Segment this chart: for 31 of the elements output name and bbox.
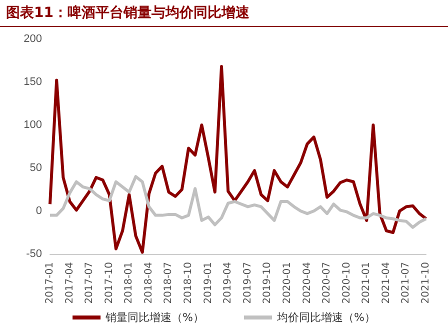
y-tick-label: 50 (30, 162, 42, 174)
x-tick-label: 2019-10 (262, 262, 274, 304)
y-tick-label: 100 (24, 119, 42, 131)
y-tick-label: 200 (24, 33, 42, 45)
line-series (48, 65, 428, 254)
x-tick-label: 2017-01 (44, 262, 56, 304)
x-tick-label: 2019-07 (242, 262, 254, 304)
x-tick-label: 2021-10 (420, 262, 432, 304)
legend-label: 均价同比增速（%） (276, 311, 376, 324)
x-tick-label: 2020-10 (341, 262, 352, 304)
x-tick-label: 2018-01 (124, 262, 135, 304)
x-tick-label: 2017-04 (64, 262, 76, 304)
x-tick-label: 2018-07 (163, 262, 174, 304)
x-tick-label: 2018-10 (183, 262, 194, 304)
x-tick-label: 2019-04 (222, 262, 234, 304)
y-tick-label: 0 (36, 205, 42, 217)
x-tick-label: 2020-01 (282, 262, 293, 304)
x-tick-label: 2020-07 (322, 262, 333, 304)
y-tick-label: 150 (24, 76, 42, 88)
x-tick-label: 2017-10 (104, 262, 115, 304)
x-tick-label: 2017-07 (84, 262, 96, 304)
x-tick-label: 2021-01 (361, 262, 372, 304)
chart-title: 图表11：啤酒平台销量与均价同比增速 (0, 0, 448, 27)
x-tick-label: 2018-04 (143, 262, 154, 304)
x-tick-label: 2021-04 (380, 262, 392, 304)
x-tick-label: 2021-07 (400, 262, 412, 304)
x-tick-label: 2019-01 (202, 262, 214, 304)
y-tick-label: -50 (26, 248, 42, 260)
legend-label: 销量同比增速（%） (104, 311, 204, 324)
x-tick-label: 2020-04 (302, 262, 313, 304)
line-series (48, 175, 428, 229)
